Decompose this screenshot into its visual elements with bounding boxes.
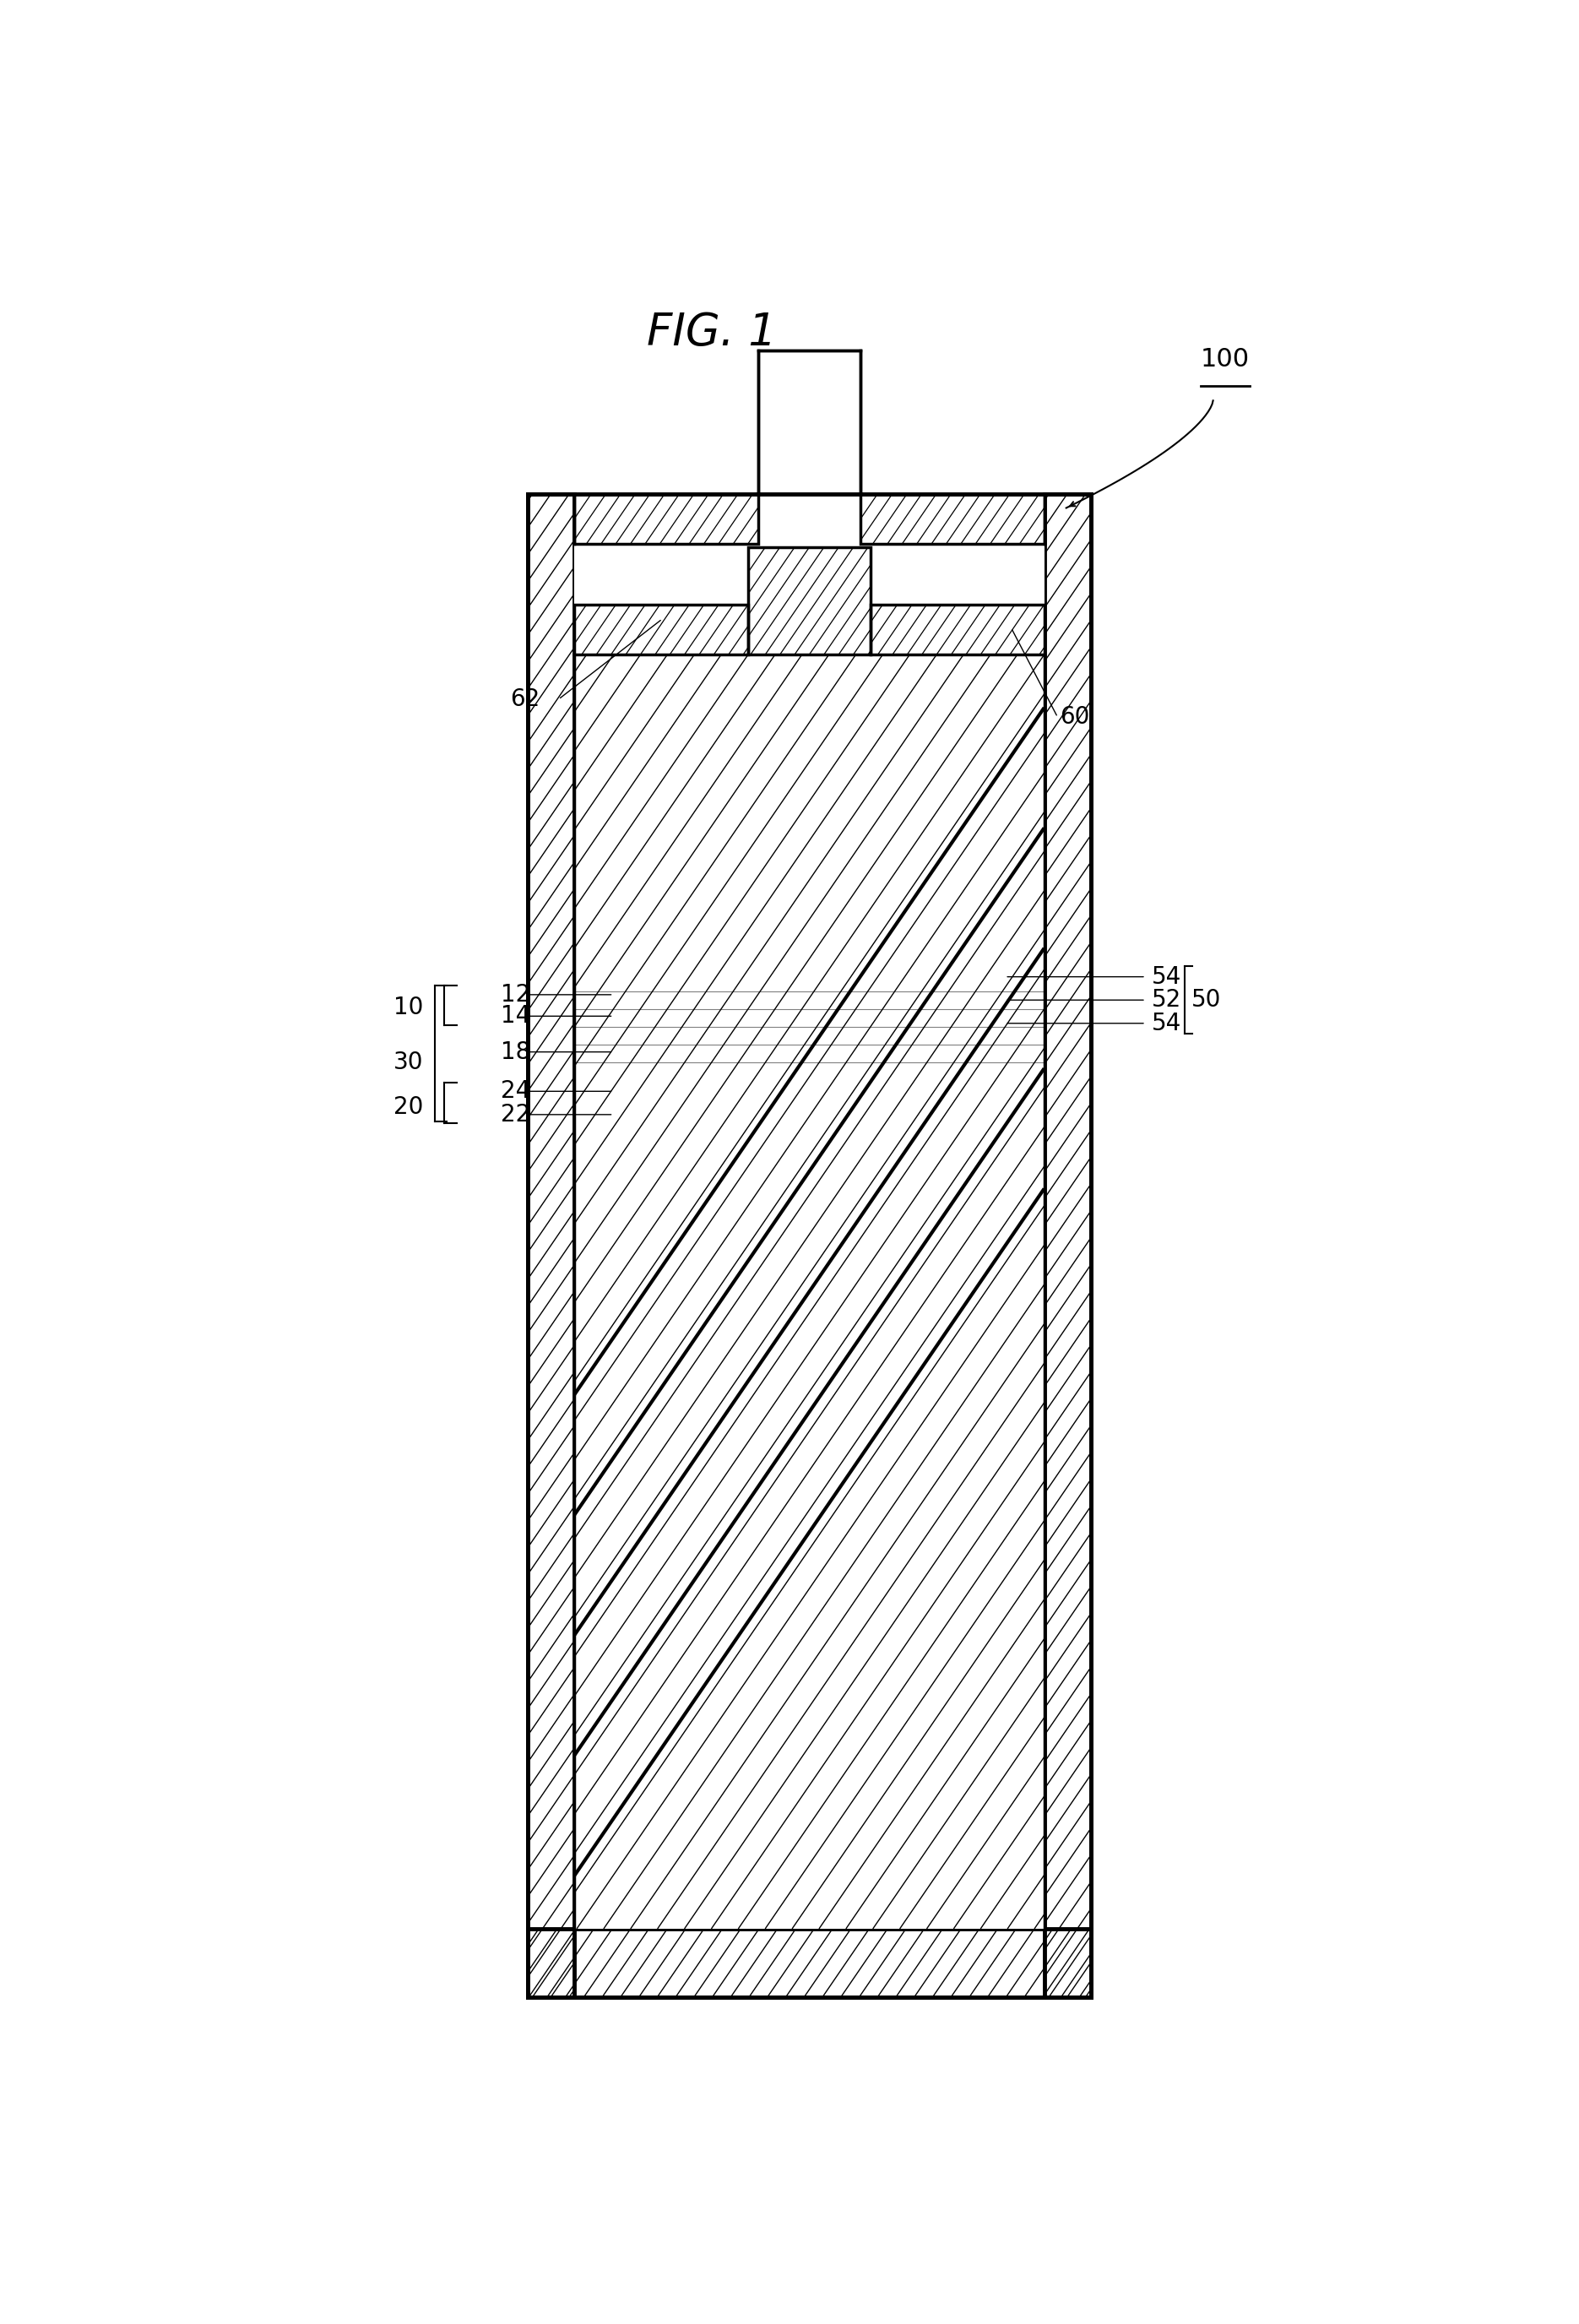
- Text: 100: 100: [1200, 349, 1251, 372]
- Bar: [861, 493, 1044, 544]
- Bar: [575, 493, 1044, 655]
- Text: 54: 54: [1153, 964, 1181, 988]
- Text: 30: 30: [393, 1050, 423, 1074]
- Bar: [527, 1929, 1091, 1996]
- Bar: [575, 655, 1044, 1929]
- Bar: [527, 493, 575, 1996]
- Bar: [575, 493, 758, 544]
- Bar: [575, 604, 748, 655]
- Bar: [575, 493, 1044, 655]
- Text: 50: 50: [1191, 988, 1221, 1011]
- Text: FIG. 1: FIG. 1: [646, 311, 777, 356]
- Text: 14: 14: [501, 1004, 531, 1027]
- Bar: [748, 546, 870, 655]
- Text: 24: 24: [501, 1078, 531, 1104]
- Bar: [748, 546, 870, 655]
- Bar: [861, 493, 1044, 544]
- Text: 22: 22: [501, 1104, 531, 1127]
- Bar: [527, 493, 575, 1996]
- Text: 10: 10: [393, 995, 423, 1018]
- Text: 52: 52: [1153, 988, 1181, 1011]
- Text: 54: 54: [1153, 1011, 1181, 1034]
- Bar: [1044, 493, 1091, 1996]
- Bar: [870, 604, 1044, 655]
- Text: 18: 18: [501, 1041, 531, 1064]
- Text: 20: 20: [393, 1095, 423, 1120]
- Bar: [1044, 493, 1091, 1996]
- Text: 62: 62: [510, 688, 540, 711]
- Bar: [870, 604, 1044, 655]
- Bar: [758, 351, 861, 493]
- Text: 12: 12: [501, 983, 531, 1006]
- Bar: [575, 604, 748, 655]
- Bar: [527, 493, 1091, 1996]
- Bar: [527, 1929, 1091, 1996]
- Text: 60: 60: [1060, 706, 1090, 730]
- Bar: [575, 493, 758, 544]
